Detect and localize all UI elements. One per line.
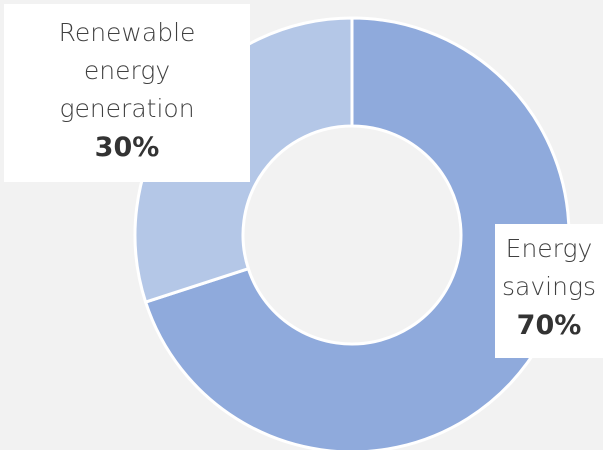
- data-label-savings-line1: Energy: [505, 234, 593, 263]
- data-label-renewable-line1: Renewable: [58, 18, 196, 47]
- data-label-renewable-value: 30%: [94, 132, 160, 163]
- data-label-savings-value: 70%: [516, 310, 582, 341]
- data-label-renewable: Renewable energy generation 30%: [4, 4, 250, 182]
- data-label-renewable-line2: energy: [83, 56, 171, 85]
- data-label-savings: Energy savings 70%: [495, 224, 603, 358]
- data-label-savings-line2: savings: [502, 272, 596, 301]
- donut-slice-energy-savings: [143, 16, 571, 450]
- data-label-renewable-line3: generation: [59, 94, 195, 123]
